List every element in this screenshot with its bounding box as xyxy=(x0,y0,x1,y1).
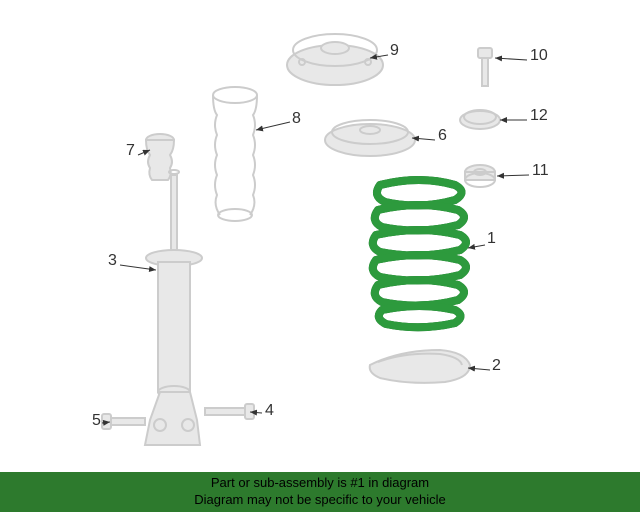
part-strut xyxy=(145,170,202,445)
callout-2: 2 xyxy=(492,357,501,375)
callout-9: 9 xyxy=(390,42,399,60)
part-nut-11 xyxy=(465,165,495,187)
part-spring-seat xyxy=(325,120,415,156)
callout-1: 1 xyxy=(487,230,496,248)
callout-7: 7 xyxy=(126,142,135,160)
part-cap-12 xyxy=(460,110,500,129)
callout-3: 3 xyxy=(108,252,117,270)
callout-4: 4 xyxy=(265,402,274,420)
callout-5: 5 xyxy=(92,412,101,430)
part-dust-boot xyxy=(213,87,257,221)
callout-11: 11 xyxy=(532,162,549,180)
footer-banner: Part or sub-assembly is #1 in diagram Di… xyxy=(0,472,640,512)
callout-12: 12 xyxy=(530,107,548,125)
callout-10: 10 xyxy=(530,47,548,65)
callout-6: 6 xyxy=(438,127,447,145)
exploded-diagram xyxy=(0,0,640,472)
part-bolt-10 xyxy=(478,48,492,86)
part-bolt-5 xyxy=(102,414,145,429)
part-bolt-4 xyxy=(205,404,254,419)
part-insulator xyxy=(370,350,470,383)
footer-line1: Part or sub-assembly is #1 in diagram xyxy=(211,475,429,492)
footer-line2: Diagram may not be specific to your vehi… xyxy=(194,492,445,509)
part-coil-spring-highlight xyxy=(373,180,466,327)
callout-8: 8 xyxy=(292,110,301,128)
part-top-mount xyxy=(287,34,383,85)
